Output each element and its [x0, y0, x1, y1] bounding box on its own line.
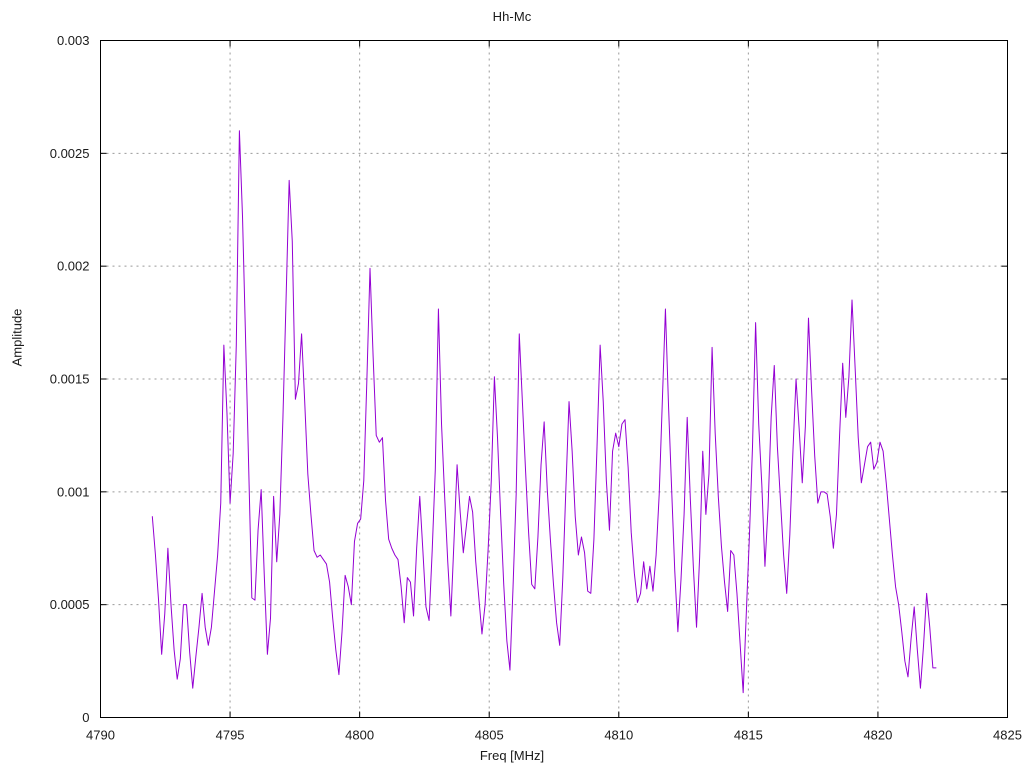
- x-tick-label: 4810: [604, 728, 633, 743]
- x-tick-label: 4805: [475, 728, 504, 743]
- plot-frame: [100, 40, 1008, 718]
- y-tick-label: 0.0005: [50, 597, 90, 612]
- x-tick-label: 4795: [216, 728, 245, 743]
- y-tick-label: 0.002: [57, 259, 90, 274]
- y-tick-label: 0.0015: [50, 372, 90, 387]
- data-series-line: [151, 130, 937, 694]
- chart-title: Hh-Mc: [492, 9, 532, 24]
- x-tick-label: 4790: [86, 728, 115, 743]
- y-tick-label: 0.003: [57, 33, 90, 48]
- x-tick-label: 4800: [345, 728, 374, 743]
- x-tick-label: 4820: [863, 728, 892, 743]
- tick-label-layer: 4790 4795 4800 4805 4810 4815 4820 4825 0 0.0005 0…: [50, 33, 1022, 743]
- y-tick-label: 0.001: [57, 484, 90, 499]
- x-tick-label: 4825: [993, 728, 1022, 743]
- y-tick-label: 0.0025: [50, 146, 90, 161]
- x-tick-label: 4815: [734, 728, 763, 743]
- grid-layer: [100, 40, 1008, 718]
- y-tick-label: 0: [82, 710, 89, 725]
- x-axis-label: Freq [MHz]: [479, 748, 545, 763]
- tick-layer: [100, 40, 1008, 718]
